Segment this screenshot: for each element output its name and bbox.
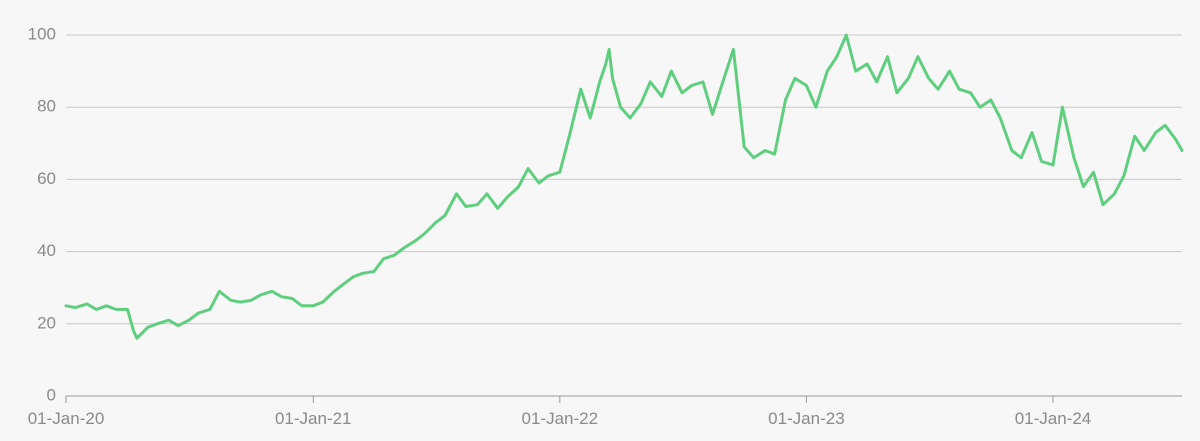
y-tick-label: 40 (37, 241, 56, 260)
x-tick-label: 01-Jan-21 (275, 409, 352, 428)
x-axis: 01-Jan-20 01-Jan-21 01-Jan-22 01-Jan-23 01-J… (28, 395, 1182, 428)
y-tick-label: 0 (47, 385, 56, 404)
x-tick-label: 01-Jan-23 (768, 409, 845, 428)
x-tick-label: 01-Jan-24 (1015, 409, 1092, 428)
y-tick-label: 100 (28, 24, 56, 43)
series-line (64, 33, 1184, 340)
y-tick-label: 20 (37, 313, 56, 332)
y-tick-label: 80 (37, 97, 56, 116)
y-tick-label: 60 (37, 169, 56, 188)
x-tick-label: 01-Jan-22 (522, 409, 599, 428)
x-tick-label: 01-Jan-20 (28, 409, 105, 428)
series-layer (64, 33, 1184, 340)
y-axis-tick-labels: 0 20 40 60 80 100 (28, 24, 56, 404)
